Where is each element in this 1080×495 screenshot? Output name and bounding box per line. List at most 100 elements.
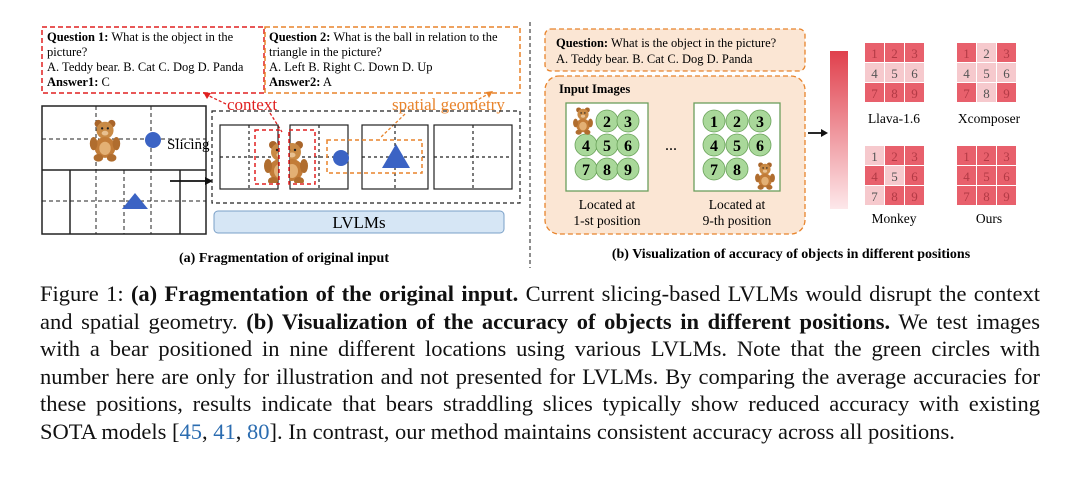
heatmap-cell-label: 3 — [911, 46, 918, 61]
number-circle — [702, 133, 726, 157]
heatmap-cell-label: 2 — [983, 149, 990, 164]
figure-caption: Figure 1: (a) Fragmentation of the origi… — [40, 280, 1040, 445]
question1-line2: picture? — [47, 45, 88, 59]
heatmap-cell-label: 1 — [963, 149, 970, 164]
heatmap-cell-label: 1 — [963, 46, 970, 61]
heatmap-cell — [997, 83, 1016, 102]
heatmap-cell — [865, 83, 884, 102]
question2-line1: Question 2: What is the ball in relation… — [269, 30, 498, 44]
heatmap-cell — [865, 43, 884, 62]
position1-line2: 1-st position — [573, 213, 640, 228]
subcaption-a: (a) Fragmentation of original input — [179, 251, 389, 266]
heatmap-cell-label: 3 — [1003, 149, 1010, 164]
number-circle-label: 5 — [603, 138, 611, 155]
number-circle — [616, 133, 640, 157]
panel-b: Question: What is the object in the pict… — [544, 28, 1021, 262]
heatmap-cell — [997, 146, 1016, 165]
heatmap-cell-label: 4 — [963, 66, 970, 81]
number-grid-1: 2 3 4 5 6 7 8 9 — [574, 109, 640, 181]
spatial-highlight — [326, 139, 423, 174]
context-arrowhead — [203, 92, 211, 99]
citation-link[interactable]: 41 — [213, 418, 236, 444]
sliced-tiles — [219, 124, 513, 190]
heatmap-cell-label: 2 — [891, 149, 898, 164]
heatmap-cell — [977, 83, 996, 102]
heatmap-cell — [905, 186, 924, 205]
citation-link[interactable]: 45 — [179, 418, 202, 444]
lvlms-label: LVLMs — [332, 213, 385, 232]
heatmap-cell-label: 3 — [1003, 46, 1010, 61]
heatmap-cell — [997, 43, 1016, 62]
heatmap-cell-label: 8 — [983, 189, 990, 204]
caption-end-text: ]. In contrast, our method maintains con… — [269, 418, 955, 444]
model-label-llava: Llava-1.6 — [868, 111, 920, 126]
question2-answer: Answer2: A — [269, 75, 332, 89]
caption-part-a-title: (a) Fragmentation of the original input. — [130, 281, 519, 306]
heatmap-cell — [957, 43, 976, 62]
caption-part-b-title: (b) Visualization of the accuracy of obj… — [246, 308, 891, 334]
heatmap-cell-label: 5 — [983, 169, 990, 184]
heatmap-cell — [997, 63, 1016, 82]
heatmap-cell-label: 2 — [891, 46, 898, 61]
number-circle — [725, 157, 749, 181]
heatmap-cell — [977, 63, 996, 82]
heatmap-cell — [957, 83, 976, 102]
question-box-b — [544, 28, 806, 72]
ball-shape — [145, 132, 161, 148]
context-label: context — [227, 95, 277, 114]
heatmap-cell-label: 5 — [891, 66, 898, 81]
number-circle-label: 8 — [603, 162, 611, 179]
number-circle-label: 3 — [624, 114, 632, 131]
context-highlight-right — [288, 129, 316, 185]
context-highlight-left — [254, 129, 280, 185]
heatmap-cell — [977, 186, 996, 205]
spatial-arrow — [379, 113, 406, 139]
number-circle-label: 9 — [624, 162, 632, 179]
number-circle-label: 4 — [710, 138, 718, 155]
heatmap-cell — [957, 186, 976, 205]
slicing-label: Slicing — [167, 137, 210, 153]
question1-options: A. Teddy bear. B. Cat C. Dog D. Panda — [47, 60, 244, 74]
citation-separator: , — [201, 418, 214, 444]
question-b-options: A. Teddy bear. B. Cat C. Dog D. Panda — [556, 52, 753, 66]
heatmap-cell-label: 7 — [871, 86, 878, 101]
number-circle-label: 6 — [624, 138, 632, 155]
accuracy-gradient-bar — [830, 51, 848, 209]
heatmap-cell-label: 8 — [983, 86, 990, 101]
heatmap-cell — [905, 83, 924, 102]
heatmap-cell — [885, 166, 904, 185]
heatmap-cell — [957, 146, 976, 165]
triangle-shape — [122, 193, 148, 209]
caption-part-a-text: Current slicing-based LVLMs would disrup… — [40, 281, 1041, 334]
heatmap-cell-label: 6 — [911, 66, 918, 81]
position1-line1: Located at — [579, 197, 636, 212]
sliced-container — [211, 110, 521, 204]
question2-options: A. Left B. Right C. Down D. Up — [269, 60, 433, 74]
number-circle — [748, 109, 772, 133]
number-circle — [725, 133, 749, 157]
heatmap-cell — [865, 166, 884, 185]
position9-line2: 9-th position — [703, 213, 772, 228]
heatmap-cell — [885, 186, 904, 205]
heatmap-cell — [977, 146, 996, 165]
heatmap-cell-label: 8 — [891, 189, 898, 204]
subcaption-b: (b) Visualization of accuracy of objects… — [612, 247, 971, 262]
heatmap-cell-label: 1 — [871, 46, 878, 61]
number-circle-label: 1 — [710, 114, 718, 131]
heatmap-cell-label: 7 — [963, 189, 970, 204]
heatmap-cell-label: 9 — [1003, 86, 1010, 101]
question-b-line1: Question: What is the object in the pict… — [556, 36, 777, 50]
number-circle — [725, 109, 749, 133]
heatmap-cell-label: 2 — [983, 46, 990, 61]
ellipsis: ... — [665, 137, 677, 154]
number-circle — [616, 109, 640, 133]
bear-half-right — [290, 141, 308, 183]
heatmap-cell-label: 7 — [963, 86, 970, 101]
citation-link[interactable]: 80 — [246, 418, 270, 444]
number-circle — [702, 109, 726, 133]
figure-label: Figure 1: — [40, 281, 124, 306]
triangle-slice — [382, 144, 410, 168]
number-circle — [702, 157, 726, 181]
heatmap-cell — [885, 43, 904, 62]
caption-part-b-text: We test images with a bear positioned in… — [40, 308, 1041, 444]
